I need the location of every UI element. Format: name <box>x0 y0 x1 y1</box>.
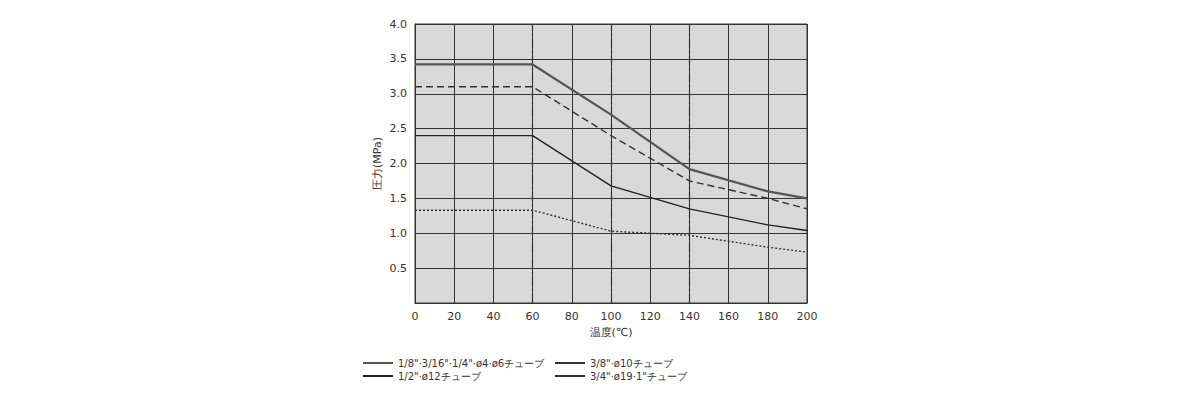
svg-text:140: 140 <box>679 310 700 323</box>
svg-text:4.0: 4.0 <box>390 18 408 31</box>
svg-text:1.5: 1.5 <box>390 192 408 205</box>
svg-text:2.0: 2.0 <box>390 157 408 170</box>
svg-text:40: 40 <box>486 310 500 323</box>
svg-text:1/2"·ø12チューブ: 1/2"·ø12チューブ <box>398 371 482 382</box>
svg-text:3.0: 3.0 <box>390 87 408 100</box>
svg-text:3.5: 3.5 <box>390 52 408 65</box>
svg-text:60: 60 <box>526 310 540 323</box>
svg-text:2.5: 2.5 <box>390 122 408 135</box>
svg-text:80: 80 <box>565 310 579 323</box>
svg-text:160: 160 <box>718 310 739 323</box>
svg-text:0: 0 <box>412 310 419 323</box>
svg-text:1.0: 1.0 <box>390 227 408 240</box>
svg-text:120: 120 <box>640 310 661 323</box>
svg-text:圧力(MPa): 圧力(MPa) <box>371 137 384 190</box>
svg-text:180: 180 <box>757 310 778 323</box>
svg-text:200: 200 <box>797 310 818 323</box>
svg-text:20: 20 <box>447 310 461 323</box>
svg-text:3/4"·ø19·1"チューブ: 3/4"·ø19·1"チューブ <box>590 371 688 382</box>
svg-text:3/8"·ø10チューブ: 3/8"·ø10チューブ <box>590 358 674 369</box>
svg-text:温度(℃): 温度(℃) <box>590 326 633 339</box>
svg-text:100: 100 <box>601 310 622 323</box>
svg-text:1/8"·3/16"·1/4"·ø4·ø6チューブ: 1/8"·3/16"·1/4"·ø4·ø6チューブ <box>398 358 545 369</box>
svg-text:0.5: 0.5 <box>390 262 408 275</box>
